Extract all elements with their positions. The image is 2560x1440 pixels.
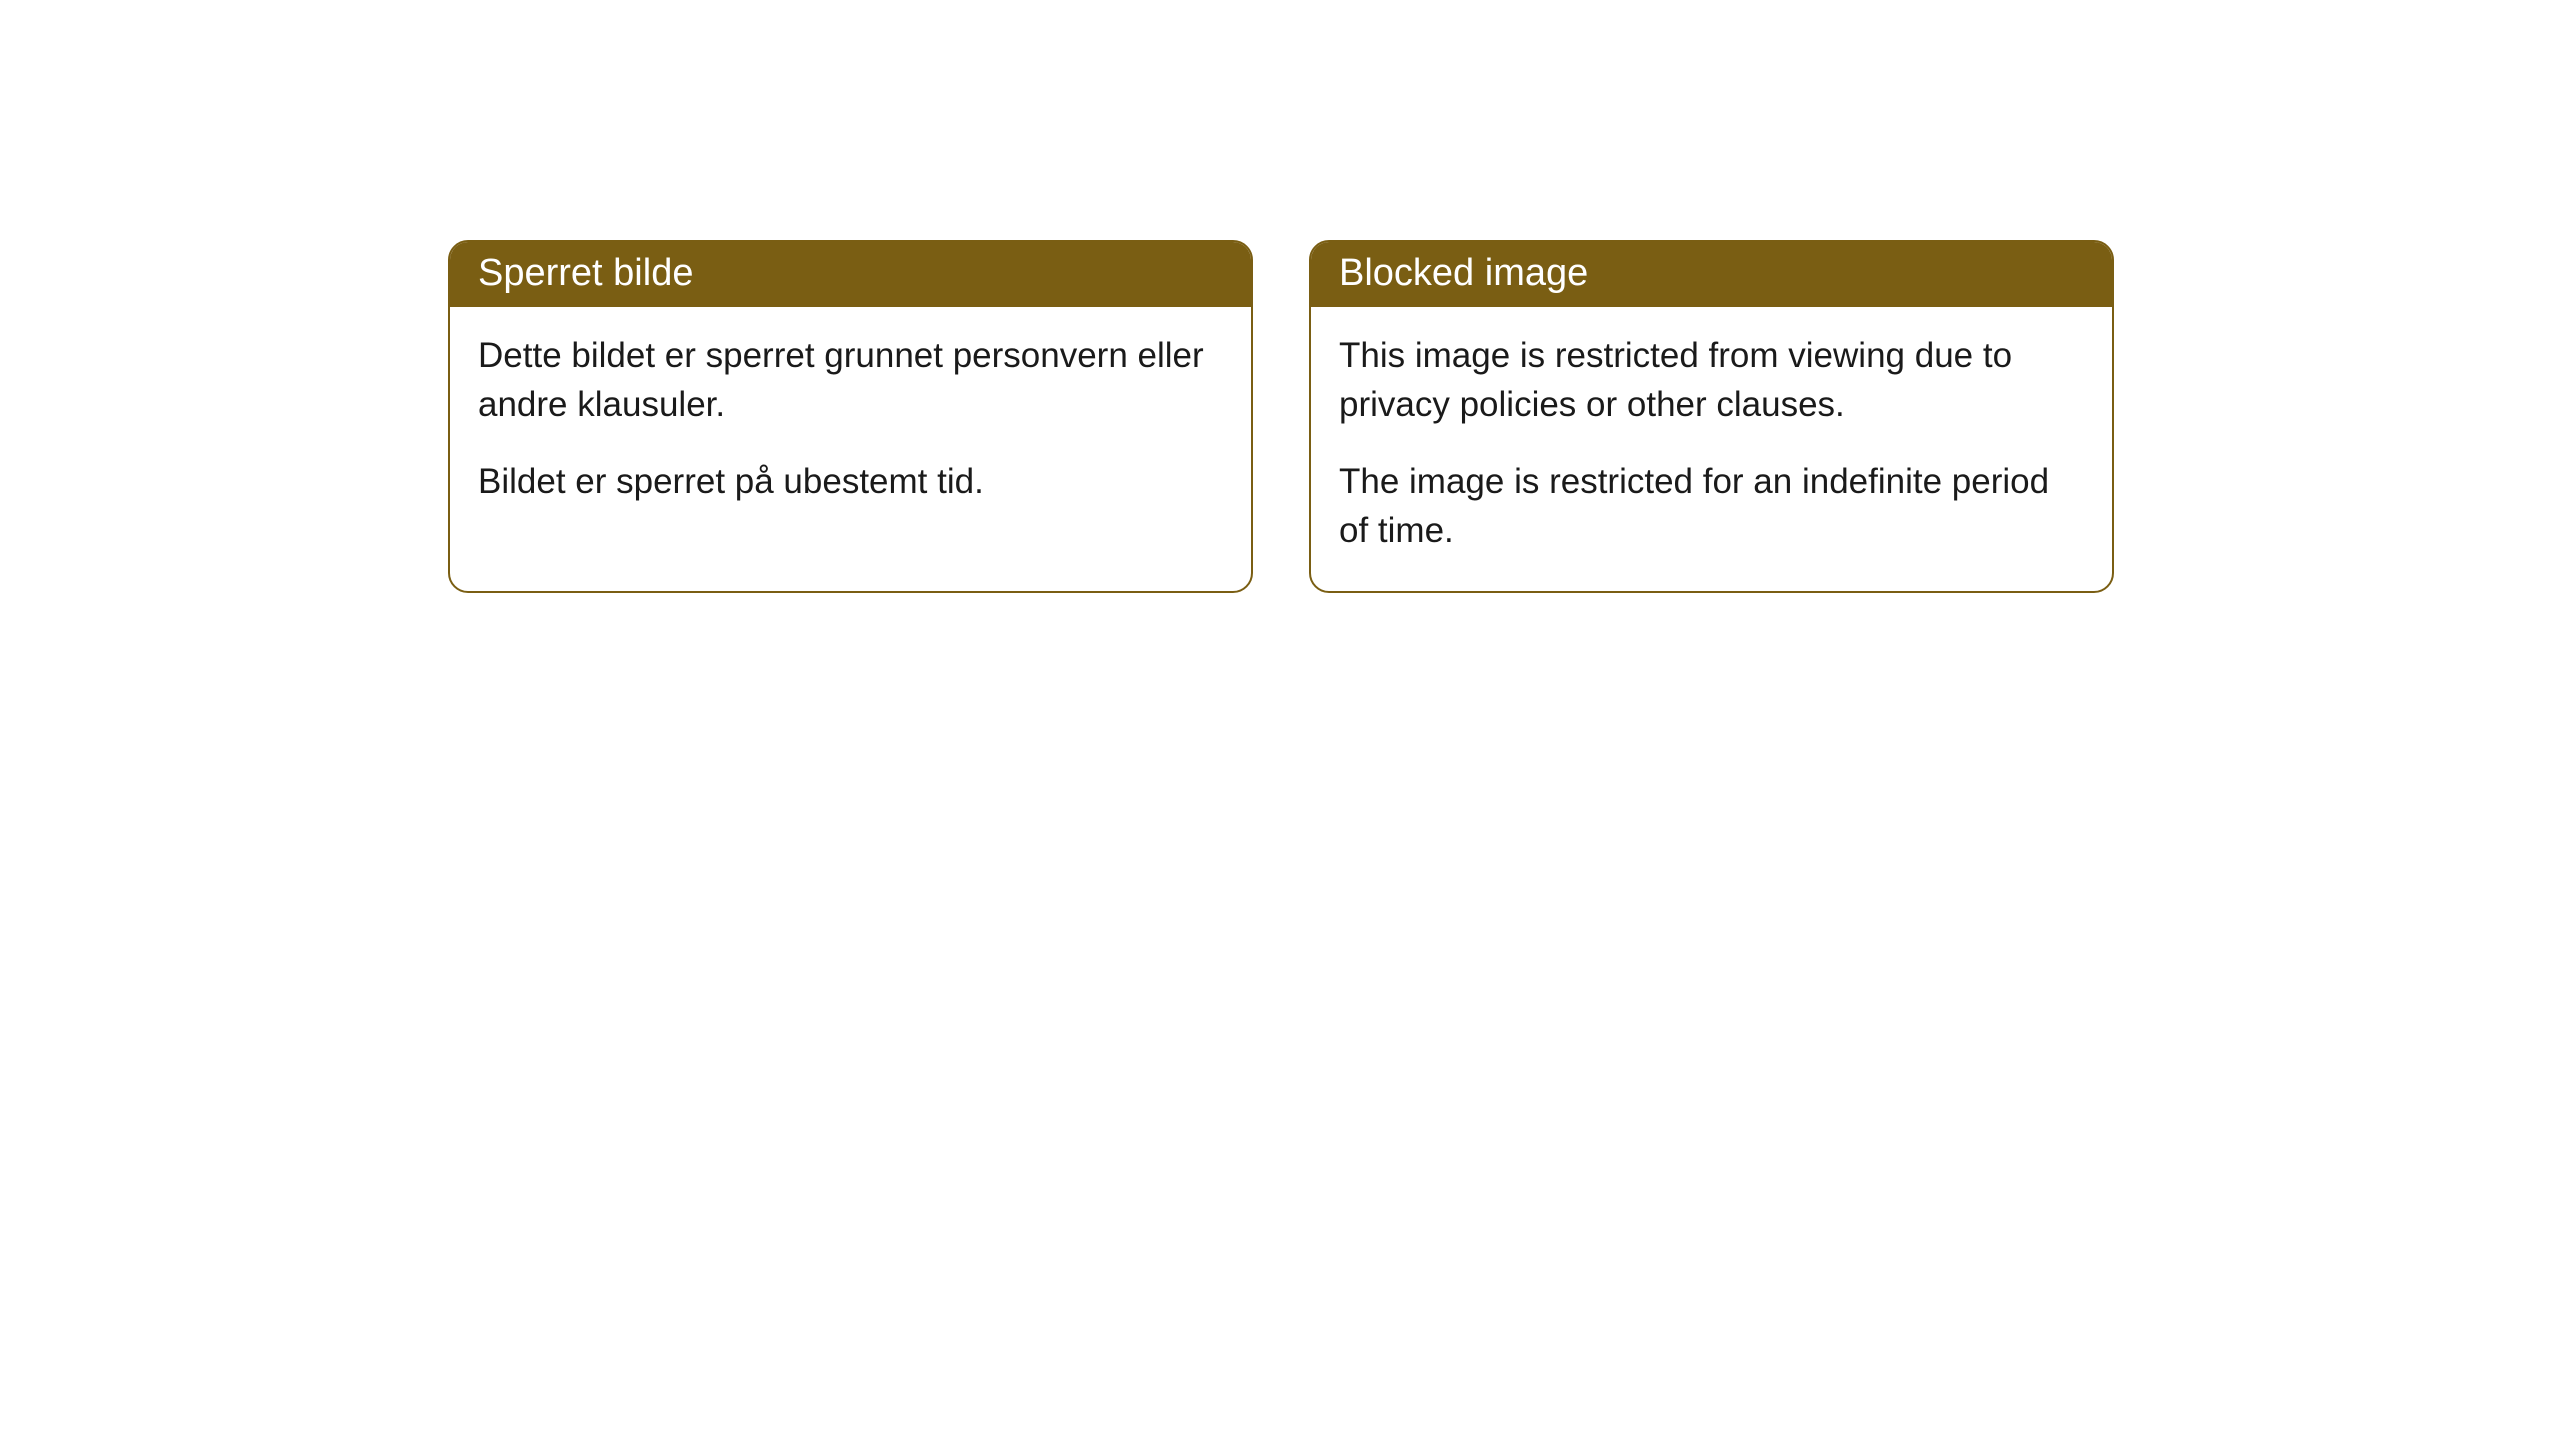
blocked-image-card-english: Blocked image This image is restricted f… bbox=[1309, 240, 2114, 593]
card-body-english: This image is restricted from viewing du… bbox=[1311, 307, 2112, 591]
blocked-image-card-norwegian: Sperret bilde Dette bildet er sperret gr… bbox=[448, 240, 1253, 593]
card-text-english-2: The image is restricted for an indefinit… bbox=[1339, 457, 2084, 555]
card-container: Sperret bilde Dette bildet er sperret gr… bbox=[448, 240, 2114, 593]
card-text-norwegian-1: Dette bildet er sperret grunnet personve… bbox=[478, 331, 1223, 429]
card-header-norwegian: Sperret bilde bbox=[450, 242, 1251, 307]
card-text-norwegian-2: Bildet er sperret på ubestemt tid. bbox=[478, 457, 1223, 506]
card-header-english: Blocked image bbox=[1311, 242, 2112, 307]
card-body-norwegian: Dette bildet er sperret grunnet personve… bbox=[450, 307, 1251, 542]
card-text-english-1: This image is restricted from viewing du… bbox=[1339, 331, 2084, 429]
